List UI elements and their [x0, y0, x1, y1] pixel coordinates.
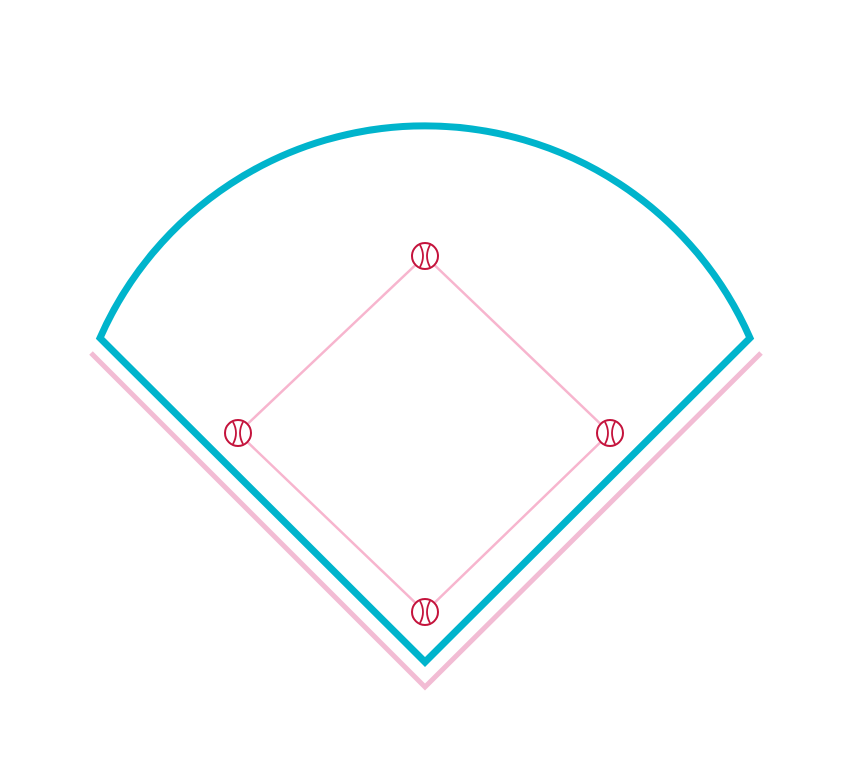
basepath-home-to-first — [424, 432, 611, 613]
baseball-icon — [411, 598, 439, 626]
basepath-third-to-home — [237, 432, 426, 613]
first-base — [596, 419, 624, 447]
basepaths — [237, 255, 611, 613]
basepath-first-to-second — [424, 255, 611, 434]
baseball-icon — [411, 242, 439, 270]
foul-line-shadow — [89, 351, 763, 691]
baseball-icon — [596, 419, 624, 447]
field-outline — [95, 122, 755, 667]
third-base — [224, 419, 252, 447]
baseball-icon — [224, 419, 252, 447]
basepath-second-to-third — [237, 255, 426, 434]
home-plate — [411, 598, 439, 626]
second-base — [411, 242, 439, 270]
